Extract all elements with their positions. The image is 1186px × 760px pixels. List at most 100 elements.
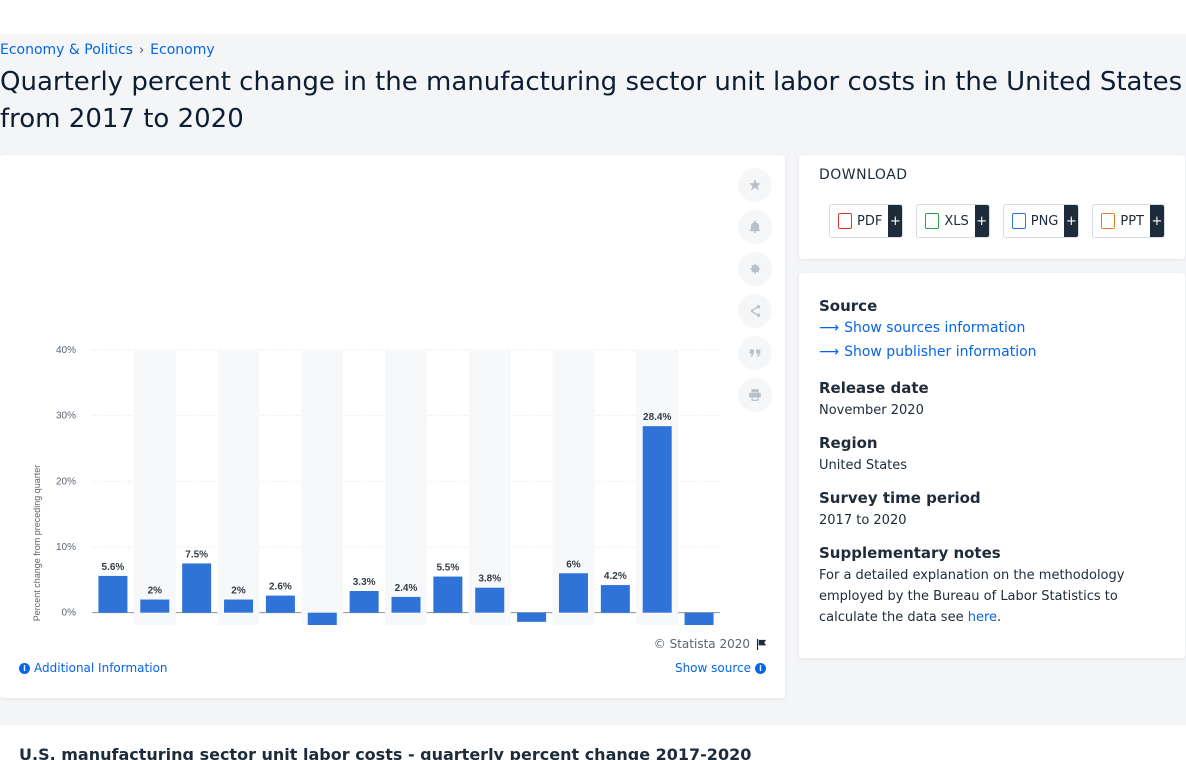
region-value: United States bbox=[819, 458, 908, 473]
bar-q320[interactable] bbox=[684, 612, 714, 625]
breadcrumb: Economy & Politics › Economy bbox=[0, 42, 215, 58]
y-tick-label: 20% bbox=[56, 476, 76, 487]
download-xls-label: XLS bbox=[944, 213, 969, 229]
bar-q319[interactable] bbox=[517, 612, 547, 622]
region-heading: Region bbox=[819, 434, 878, 452]
breadcrumb-economy[interactable]: Economy bbox=[150, 42, 215, 58]
release-date-value: November 2020 bbox=[819, 403, 924, 418]
download-buttons: PDF + XLS + PNG + PPT + bbox=[829, 204, 1165, 238]
bar-q217[interactable] bbox=[140, 599, 170, 613]
data-label: 2.4% bbox=[395, 583, 418, 594]
bar-chart: 5.6%2%7.5%2%2.6%-4.7%3.3%2.4%5.5%3.8%-1.… bbox=[32, 345, 720, 625]
bar-q218[interactable] bbox=[307, 612, 337, 625]
download-png-label: PNG bbox=[1030, 213, 1059, 229]
related-statistic-card: U.S. manufacturing sector unit labor cos… bbox=[0, 725, 1186, 760]
bar-q117[interactable] bbox=[98, 575, 128, 613]
column-band bbox=[133, 350, 176, 625]
bar-q417[interactable] bbox=[224, 599, 254, 613]
y-axis-label: Percent change from preceding quarter bbox=[32, 465, 42, 622]
notes-text: For a detailed explanation on the method… bbox=[819, 568, 1125, 625]
download-card: DOWNLOAD PDF + XLS + PNG + PPT + bbox=[799, 155, 1185, 259]
download-pdf-button[interactable]: PDF + bbox=[829, 204, 904, 238]
show-source-link[interactable]: Show source i bbox=[675, 661, 766, 675]
data-label: 4.2% bbox=[604, 571, 627, 582]
print-icon bbox=[749, 389, 761, 401]
bar-q118[interactable] bbox=[265, 595, 295, 613]
data-label: 3.3% bbox=[353, 577, 376, 588]
bar-q318[interactable] bbox=[349, 590, 379, 613]
bar-q317[interactable] bbox=[182, 563, 212, 613]
download-ppt-button[interactable]: PPT + bbox=[1092, 204, 1165, 238]
favorite-button[interactable] bbox=[738, 168, 772, 202]
bar-q120[interactable] bbox=[600, 585, 630, 613]
bar-q418[interactable] bbox=[391, 596, 421, 613]
cite-button[interactable] bbox=[738, 336, 772, 370]
share-icon bbox=[750, 305, 761, 317]
data-label: 5.5% bbox=[436, 563, 459, 574]
info-icon: i bbox=[755, 662, 766, 674]
flag-icon[interactable] bbox=[756, 638, 767, 650]
download-png-button[interactable]: PNG + bbox=[1002, 204, 1080, 238]
y-tick-label: 10% bbox=[56, 542, 76, 553]
settings-button[interactable] bbox=[738, 252, 772, 286]
supplementary-notes: For a detailed explanation on the method… bbox=[819, 565, 1139, 628]
notes-here-link[interactable]: here bbox=[967, 610, 998, 625]
show-publisher-label: Show publisher information bbox=[844, 344, 1037, 360]
info-icon: i bbox=[19, 662, 30, 674]
bar-q119[interactable] bbox=[433, 576, 463, 613]
copyright-text: © Statista 2020 bbox=[653, 637, 750, 651]
print-button[interactable] bbox=[738, 378, 772, 412]
png-file-icon bbox=[1011, 213, 1026, 229]
chart-tools bbox=[738, 168, 772, 420]
related-statistic-title[interactable]: U.S. manufacturing sector unit labor cos… bbox=[19, 745, 752, 760]
ppt-file-icon bbox=[1101, 213, 1116, 229]
share-button[interactable] bbox=[738, 294, 772, 328]
pdf-file-icon bbox=[838, 213, 852, 229]
download-xls-button[interactable]: XLS + bbox=[916, 204, 990, 238]
additional-information-label: Additional Information bbox=[34, 661, 168, 675]
gear-icon bbox=[750, 263, 761, 274]
y-tick-label: 30% bbox=[56, 411, 76, 422]
show-publisher-link[interactable]: ⟶ Show publisher information bbox=[819, 344, 1037, 360]
data-label: 2% bbox=[231, 586, 246, 597]
plus-icon: + bbox=[1150, 205, 1164, 237]
download-ppt-label: PPT bbox=[1120, 213, 1144, 229]
download-title: DOWNLOAD bbox=[819, 167, 908, 183]
data-label: 7.5% bbox=[185, 549, 208, 560]
bar-q219[interactable] bbox=[475, 587, 505, 613]
source-heading: Source bbox=[819, 297, 878, 315]
statistic-info-card: Source ⟶ Show sources information ⟶ Show… bbox=[799, 273, 1185, 658]
column-band bbox=[468, 350, 511, 625]
bar-q220[interactable] bbox=[642, 426, 672, 613]
show-source-label: Show source bbox=[674, 661, 751, 675]
bar-q419[interactable] bbox=[558, 573, 588, 613]
column-band bbox=[217, 350, 260, 625]
top-bar bbox=[0, 0, 1186, 34]
data-label: 28.4% bbox=[643, 412, 671, 423]
quote-icon bbox=[749, 349, 761, 357]
data-label: 3.8% bbox=[478, 574, 501, 585]
show-sources-label: Show sources information bbox=[844, 320, 1026, 336]
survey-period-value: 2017 to 2020 bbox=[819, 513, 907, 528]
survey-period-heading: Survey time period bbox=[819, 489, 981, 507]
copyright: © Statista 2020 bbox=[654, 637, 767, 651]
bell-icon bbox=[749, 220, 761, 233]
xls-file-icon bbox=[925, 213, 940, 229]
arrow-right-icon: ⟶ bbox=[819, 320, 840, 336]
supplementary-notes-heading: Supplementary notes bbox=[819, 544, 1001, 562]
show-sources-link[interactable]: ⟶ Show sources information bbox=[819, 320, 1025, 336]
plus-icon: + bbox=[888, 205, 903, 237]
download-pdf-label: PDF bbox=[857, 213, 883, 229]
notification-button[interactable] bbox=[738, 210, 772, 244]
breadcrumb-economy-politics[interactable]: Economy & Politics bbox=[0, 42, 133, 58]
plus-icon: + bbox=[1064, 205, 1079, 237]
plus-icon: + bbox=[974, 205, 989, 237]
notes-end: . bbox=[997, 610, 1002, 625]
additional-information-link[interactable]: i Additional Information bbox=[19, 661, 168, 675]
arrow-right-icon: ⟶ bbox=[819, 344, 840, 360]
breadcrumb-separator: › bbox=[138, 42, 145, 58]
star-icon bbox=[749, 179, 761, 191]
column-band bbox=[385, 350, 427, 625]
column-band bbox=[301, 350, 344, 625]
data-label: 2% bbox=[148, 586, 163, 597]
